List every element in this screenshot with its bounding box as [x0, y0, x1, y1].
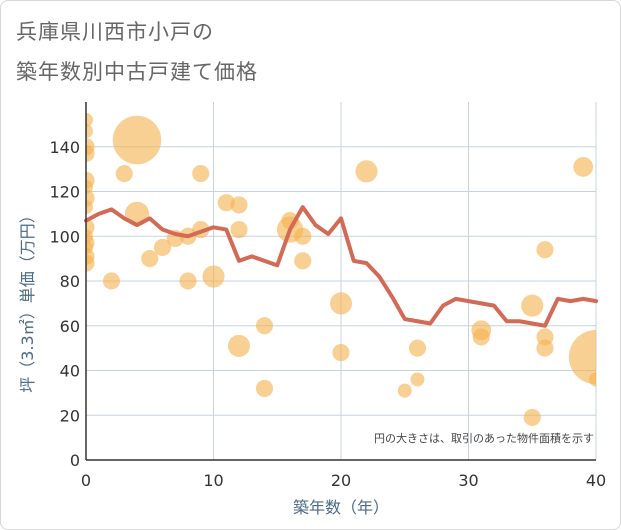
y-tick-label: 100 — [49, 227, 80, 246]
bubble-point — [472, 328, 490, 346]
x-tick-label: 30 — [458, 471, 478, 490]
bubble-point — [192, 165, 210, 183]
x-axis-label: 築年数（年） — [293, 498, 389, 517]
bubble-point — [332, 344, 350, 362]
bubble-point — [141, 250, 159, 268]
bubble-point — [523, 408, 541, 427]
bubble-point — [568, 329, 596, 385]
y-tick-label: 40 — [60, 362, 80, 381]
bubble-point — [408, 339, 427, 357]
axis-ticks: 0 10 20 30 40 0 20 40 60 80 100 120 140 — [49, 102, 606, 490]
bubble-point — [86, 144, 95, 163]
y-tick-label: 80 — [60, 272, 80, 291]
bubble-point — [227, 334, 251, 357]
bubble-point — [410, 372, 425, 387]
bubble-point — [573, 156, 594, 177]
bubble-point — [397, 383, 412, 398]
bubble-point — [153, 238, 172, 257]
bubble-point — [294, 252, 312, 270]
bubble-point — [294, 227, 312, 245]
bubble-point — [86, 200, 93, 215]
bubble-point — [521, 294, 544, 317]
trend-series — [84, 205, 598, 328]
bubble-point — [536, 339, 554, 357]
bubble-point — [230, 220, 248, 239]
bubble-point — [255, 317, 274, 335]
y-tick-label: 120 — [49, 183, 80, 202]
trend-line — [84, 205, 598, 328]
x-tick-label: 20 — [331, 471, 351, 490]
bubble-point — [589, 372, 596, 387]
bubble-point — [115, 165, 133, 183]
bubble-size-note: 円の大きさは、取引のあった物件面積を示す — [374, 431, 594, 445]
bubble-point — [230, 196, 248, 214]
bubble-point — [112, 115, 162, 165]
chart-title-line-1: 兵庫県川西市小戸の — [16, 20, 214, 44]
bubble-point — [255, 379, 274, 397]
x-tick-label: 40 — [586, 471, 606, 490]
bubble-point — [355, 160, 378, 183]
y-tick-label: 20 — [60, 406, 80, 425]
bubble-point — [102, 272, 121, 290]
bubble-point — [329, 292, 353, 315]
bubble-point — [217, 194, 235, 212]
bubble-point — [536, 241, 554, 259]
y-tick-label: 0 — [70, 451, 80, 470]
bubble-point — [86, 112, 93, 127]
y-axis-label: 坪（3.3㎡）単価（万円） — [18, 207, 37, 392]
x-tick-label: 10 — [203, 471, 223, 490]
x-tick-label: 0 — [81, 471, 91, 490]
bubble-point — [86, 254, 95, 272]
y-tick-label: 140 — [49, 138, 80, 157]
bubble-point — [179, 272, 197, 290]
bubble-point — [86, 124, 93, 139]
bubble-point — [202, 265, 225, 288]
y-tick-label: 60 — [60, 317, 80, 336]
chart-title-line-2: 築年数別中古戸建て価格 — [16, 60, 258, 84]
